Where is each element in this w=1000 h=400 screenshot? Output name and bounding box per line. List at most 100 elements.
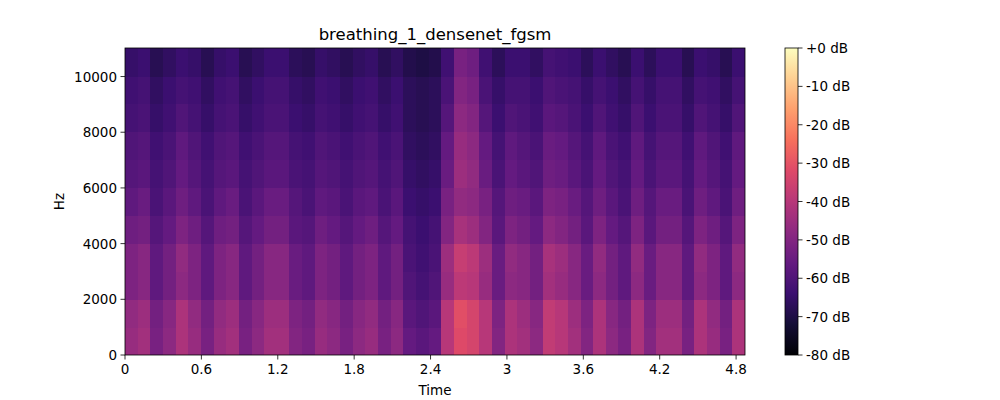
cell bbox=[176, 160, 189, 189]
cell bbox=[150, 104, 163, 133]
cell bbox=[277, 160, 290, 189]
cell bbox=[543, 243, 556, 272]
x-tick bbox=[277, 355, 278, 360]
cell bbox=[656, 271, 669, 300]
cell bbox=[720, 215, 733, 244]
cell bbox=[618, 160, 631, 189]
cell bbox=[517, 160, 530, 189]
cell bbox=[188, 76, 201, 105]
cell bbox=[707, 48, 720, 77]
cell bbox=[656, 327, 669, 355]
cell bbox=[353, 76, 366, 105]
cell bbox=[188, 243, 201, 272]
cell bbox=[606, 104, 619, 133]
cell bbox=[530, 299, 543, 328]
cell bbox=[150, 299, 163, 328]
cell bbox=[226, 48, 239, 77]
cell bbox=[302, 160, 315, 189]
cell bbox=[163, 104, 176, 133]
cell bbox=[606, 215, 619, 244]
cell bbox=[505, 48, 518, 77]
x-tick-label: 2.4 bbox=[420, 361, 441, 377]
cell bbox=[555, 327, 568, 355]
cell bbox=[581, 160, 594, 189]
cell bbox=[150, 76, 163, 105]
cell bbox=[188, 132, 201, 161]
cell bbox=[302, 104, 315, 133]
cell bbox=[707, 188, 720, 217]
cell bbox=[467, 243, 480, 272]
cell bbox=[163, 299, 176, 328]
cell bbox=[277, 132, 290, 161]
cell bbox=[732, 76, 745, 105]
cell bbox=[618, 76, 631, 105]
cell bbox=[226, 76, 239, 105]
cell bbox=[277, 271, 290, 300]
cell bbox=[429, 327, 442, 355]
cell bbox=[226, 215, 239, 244]
cell bbox=[568, 104, 581, 133]
cell bbox=[669, 215, 682, 244]
cell bbox=[618, 327, 631, 355]
cell bbox=[340, 271, 353, 300]
cell bbox=[353, 299, 366, 328]
cell bbox=[581, 327, 594, 355]
cell bbox=[340, 327, 353, 355]
cell bbox=[732, 215, 745, 244]
cell bbox=[289, 160, 302, 189]
cell bbox=[694, 160, 707, 189]
cell bbox=[593, 160, 606, 189]
x-tick bbox=[506, 355, 507, 360]
cell bbox=[694, 327, 707, 355]
cell bbox=[214, 215, 227, 244]
cell bbox=[593, 76, 606, 105]
cell bbox=[669, 160, 682, 189]
cell bbox=[150, 160, 163, 189]
cell bbox=[378, 188, 391, 217]
cell bbox=[289, 299, 302, 328]
cell bbox=[555, 160, 568, 189]
cell bbox=[492, 160, 505, 189]
cell bbox=[403, 104, 416, 133]
cell bbox=[732, 271, 745, 300]
cell bbox=[505, 215, 518, 244]
cell bbox=[327, 188, 340, 217]
cell bbox=[644, 299, 657, 328]
cell bbox=[429, 188, 442, 217]
cell bbox=[467, 299, 480, 328]
cell bbox=[188, 188, 201, 217]
cell bbox=[302, 243, 315, 272]
cell bbox=[353, 160, 366, 189]
cell bbox=[302, 132, 315, 161]
cell bbox=[454, 299, 467, 328]
cell bbox=[555, 104, 568, 133]
cell bbox=[163, 188, 176, 217]
cell bbox=[530, 104, 543, 133]
cell bbox=[391, 327, 404, 355]
cell bbox=[214, 48, 227, 77]
cell bbox=[416, 104, 429, 133]
colorbar-tick-label: -40 dB bbox=[806, 194, 850, 210]
cell bbox=[138, 104, 151, 133]
cell bbox=[555, 188, 568, 217]
cell bbox=[492, 271, 505, 300]
cell bbox=[707, 160, 720, 189]
cell bbox=[441, 327, 454, 355]
cell bbox=[467, 327, 480, 355]
cell bbox=[163, 160, 176, 189]
cell bbox=[403, 327, 416, 355]
cell bbox=[125, 271, 138, 300]
cell bbox=[176, 327, 189, 355]
cell bbox=[150, 48, 163, 77]
cell bbox=[593, 188, 606, 217]
cell bbox=[188, 327, 201, 355]
cell bbox=[441, 48, 454, 77]
cell bbox=[682, 243, 695, 272]
cell bbox=[239, 299, 252, 328]
cell bbox=[644, 243, 657, 272]
cell bbox=[327, 160, 340, 189]
cell bbox=[568, 48, 581, 77]
cell bbox=[416, 188, 429, 217]
cell bbox=[252, 132, 265, 161]
y-tick-label: 4000 bbox=[83, 236, 117, 252]
